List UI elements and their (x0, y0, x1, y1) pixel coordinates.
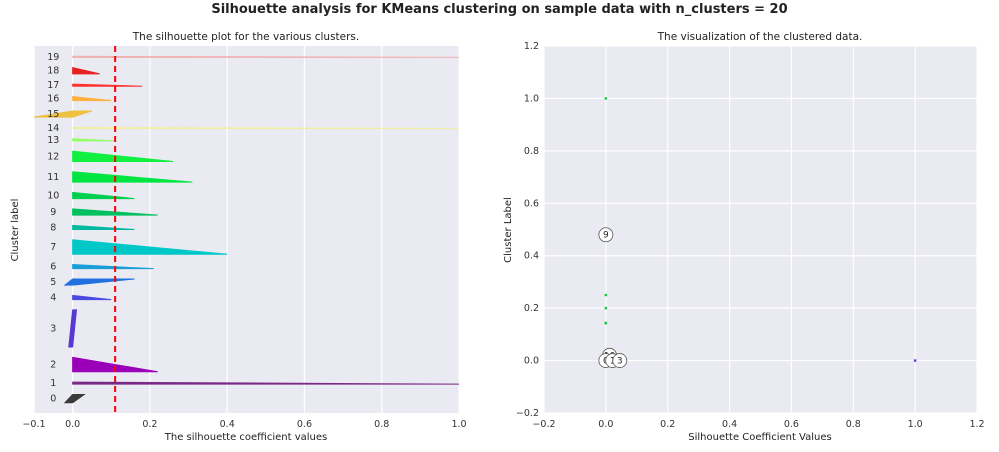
cluster-center-label: 3 (617, 357, 623, 367)
scatter-x-tick: −0.2 (532, 419, 555, 430)
silhouette-band-6 (72, 264, 154, 270)
scatter-gridlines (543, 45, 978, 414)
scatter-y-tick: −0.2 (516, 408, 539, 419)
silhouette-band-17 (72, 83, 143, 87)
scatter-axes: −0.2 0.0 0.2 0.4 0.6 0.8 1.0 1.2 −0.2 0.0 0.2 0.4 0… (503, 31, 985, 443)
scatter-point (604, 321, 608, 325)
scatter-x-tick: 1.2 (969, 419, 984, 430)
scatter-point (913, 359, 917, 362)
cluster-center-marker (598, 227, 614, 243)
scatter-x-tick: 0.4 (722, 419, 737, 430)
scatter-x-tick: 0.6 (784, 419, 799, 430)
silhouette-x-label: The silhouette coefficient values (164, 432, 328, 443)
silhouette-y-label: Cluster label (10, 199, 21, 262)
silhouette-band-15 (33, 110, 93, 118)
scatter-x-tick: 1.0 (908, 419, 923, 430)
silhouette-x-tick: 0.4 (220, 419, 235, 430)
cluster-label-7: 7 (50, 242, 56, 253)
silhouette-band-13 (72, 138, 116, 142)
silhouette-x-tick: 1.0 (451, 419, 466, 430)
scatter-y-tick: 0.6 (524, 198, 539, 209)
silhouette-band-12 (72, 150, 174, 162)
scatter-point (604, 97, 608, 100)
silhouette-x-tick: 0.0 (65, 419, 80, 430)
silhouette-x-tick: −0.1 (22, 419, 45, 430)
silhouette-band-1 (72, 381, 460, 385)
silhouette-band-18 (72, 67, 100, 75)
cluster-label-11: 11 (47, 172, 59, 183)
cluster-label-1: 1 (50, 378, 56, 389)
scatter-x-ticks: −0.2 0.0 0.2 0.4 0.6 0.8 1.0 1.2 (532, 419, 984, 430)
cluster-label-14: 14 (47, 123, 59, 134)
figure-title: Silhouette analysis for KMeans clusterin… (211, 2, 788, 17)
scatter-y-tick: 0.2 (524, 303, 539, 314)
cluster-label-19: 19 (47, 52, 59, 63)
silhouette-bands (33, 55, 460, 404)
silhouette-band-10 (72, 191, 135, 200)
silhouette-band-16 (72, 95, 112, 102)
silhouette-plot-title: The silhouette plot for the various clus… (132, 31, 360, 43)
cluster-center-9: 9 (598, 227, 614, 243)
silhouette-band-4 (72, 294, 112, 301)
silhouette-band-11 (72, 171, 193, 183)
cluster-label-2: 2 (50, 360, 56, 371)
scatter-x-tick: 0.2 (660, 419, 675, 430)
silhouette-band-14 (72, 126, 460, 129)
cluster-label-0: 0 (50, 394, 56, 405)
scatter-y-tick: 1.0 (524, 93, 539, 104)
scatter-y-ticks: −0.2 0.0 0.2 0.4 0.6 0.8 1.0 1.2 (516, 41, 539, 419)
cluster-center-label: 9 (603, 231, 609, 241)
scatter-point (604, 293, 608, 297)
silhouette-band-3 (68, 309, 78, 348)
scatter-y-label: Cluster Label (503, 197, 514, 263)
cluster-label-10: 10 (47, 190, 59, 201)
cluster-label-13: 13 (47, 135, 59, 146)
silhouette-band-7 (72, 239, 228, 255)
scatter-x-tick: 0.8 (846, 419, 861, 430)
scatter-x-tick: 0.0 (598, 419, 613, 430)
scatter-y-tick: 0.8 (524, 146, 539, 157)
silhouette-band-19 (72, 55, 460, 58)
cluster-centers: 910013 (598, 227, 628, 368)
cluster-label-3: 3 (50, 323, 56, 334)
cluster-label-15: 15 (47, 109, 59, 120)
cluster-label-18: 18 (47, 66, 59, 77)
silhouette-x-tick: 0.8 (374, 419, 389, 430)
silhouette-band-5 (63, 278, 135, 286)
cluster-label-4: 4 (50, 293, 56, 304)
scatter-plot-title: The visualization of the clustered data. (657, 31, 863, 43)
scatter-plot-background (544, 46, 977, 413)
silhouette-x-tick: 0.2 (142, 419, 157, 430)
cluster-label-6: 6 (50, 262, 56, 273)
silhouette-band-8 (72, 224, 135, 230)
scatter-point (604, 306, 608, 310)
silhouette-x-ticks: −0.1 0.0 0.2 0.4 0.6 0.8 1.0 (22, 419, 466, 430)
scatter-y-tick: 0.4 (524, 251, 539, 262)
cluster-label-17: 17 (47, 80, 59, 91)
scatter-y-tick: 0.0 (524, 356, 539, 367)
scatter-y-tick: 1.2 (524, 41, 539, 52)
cluster-center-marker (612, 353, 628, 368)
silhouette-x-tick: 0.6 (297, 419, 312, 430)
cluster-label-16: 16 (47, 94, 59, 105)
silhouette-band-0 (63, 393, 86, 404)
cluster-center-3: 3 (612, 353, 628, 368)
scatter-x-label: Silhouette Coefficient Values (688, 432, 831, 443)
cluster-label-8: 8 (50, 222, 56, 233)
cluster-label-12: 12 (47, 151, 59, 162)
cluster-label-5: 5 (50, 277, 56, 288)
cluster-label-9: 9 (50, 207, 56, 218)
